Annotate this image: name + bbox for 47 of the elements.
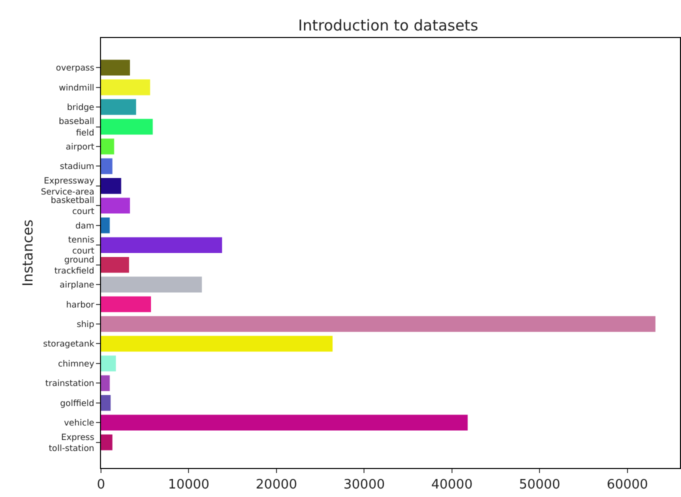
bar xyxy=(101,79,150,96)
bar xyxy=(101,178,122,194)
y-tick-label: windmill xyxy=(58,83,94,94)
y-tick-label: baseball field xyxy=(58,117,94,138)
y-axis-title: Instances xyxy=(20,220,36,286)
bar xyxy=(101,375,110,392)
bar xyxy=(101,138,114,154)
bar xyxy=(101,60,130,76)
y-tick-label: vehicle xyxy=(64,418,94,429)
bar xyxy=(101,356,116,372)
y-tick-label: ground trackfield xyxy=(54,255,94,276)
bar xyxy=(101,395,111,411)
x-tick-label: 10000 xyxy=(168,478,210,493)
x-tick-label: 60000 xyxy=(606,478,648,493)
bar xyxy=(101,336,333,352)
x-tick-label: 30000 xyxy=(344,478,385,493)
x-tick-label: 40000 xyxy=(431,478,473,493)
y-tick-label: chimney xyxy=(58,359,94,370)
bar xyxy=(101,316,656,332)
bar xyxy=(101,99,136,115)
bar xyxy=(101,414,468,431)
bar xyxy=(101,296,151,312)
y-tick-label: golffield xyxy=(60,398,94,409)
y-tick-label: basketball court xyxy=(50,196,95,218)
bar xyxy=(101,256,130,273)
y-tick-label: ship xyxy=(76,320,94,330)
bar xyxy=(101,158,112,174)
bar xyxy=(101,118,153,135)
y-tick-label: harbor xyxy=(66,300,95,310)
x-tick-label: 20000 xyxy=(256,478,298,493)
y-tick-label: dam xyxy=(75,221,94,232)
y-tick-label: airplane xyxy=(60,280,94,291)
bar xyxy=(101,276,202,292)
y-tick-label: overpass xyxy=(56,64,95,74)
bar xyxy=(101,198,130,214)
y-tick-label: storagetank xyxy=(43,340,94,350)
y-tick-label: airport xyxy=(66,142,95,152)
x-tick-label: 50000 xyxy=(518,478,560,493)
bar xyxy=(101,218,110,234)
y-tick-label: trainstation xyxy=(45,379,94,390)
chart-title: Introduction to datasets xyxy=(298,16,478,34)
x-tick-label: 0 xyxy=(96,478,106,493)
bar xyxy=(101,237,222,253)
bar xyxy=(101,434,112,450)
y-tick-label: stadium xyxy=(60,162,94,172)
y-tick-label: Express toll-station xyxy=(48,432,95,454)
y-tick-label: bridge xyxy=(67,103,94,114)
